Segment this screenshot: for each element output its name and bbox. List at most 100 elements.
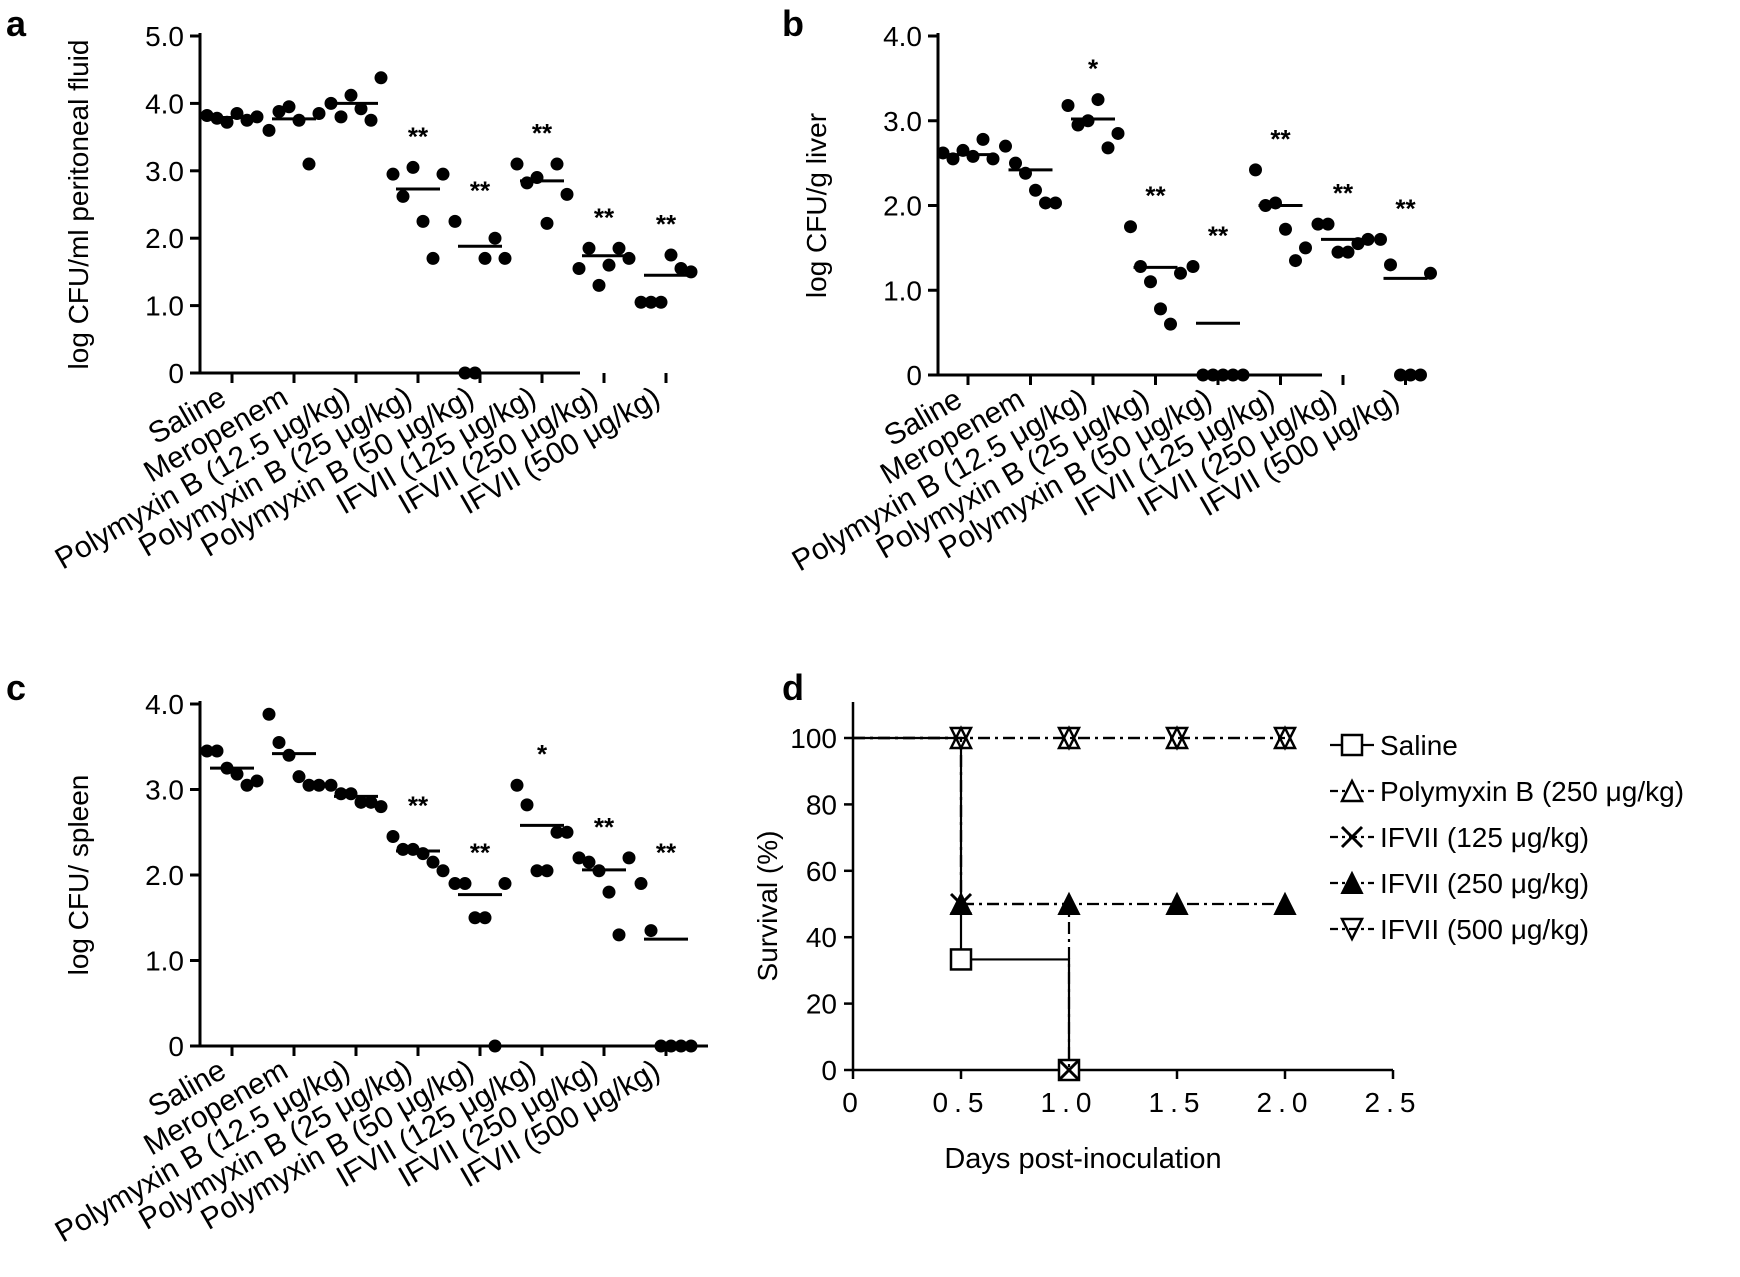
data-point — [498, 251, 512, 265]
data-point — [1404, 368, 1417, 382]
marker-triangle-down — [1056, 726, 1082, 751]
data-point — [1101, 141, 1115, 155]
data-point — [1394, 368, 1407, 382]
data-point — [396, 842, 410, 856]
y-tick-label: 3.0 — [145, 775, 184, 806]
data-point — [560, 825, 574, 839]
data-point — [1206, 368, 1220, 382]
data-point — [520, 798, 534, 812]
data-point — [572, 262, 586, 276]
data-point — [936, 146, 950, 160]
data-point — [354, 102, 368, 116]
data-point — [1269, 196, 1282, 210]
significance-mark: ** — [1208, 221, 1229, 251]
legend-entry: IFVII (125 μg/kg) — [1380, 822, 1589, 853]
significance-mark: ** — [1145, 181, 1166, 211]
data-point — [1154, 302, 1167, 316]
panel-a: a 0 1.0 2.0 3.0 4.0 5.0 log CFU/ml peritoneal f… — [6, 3, 698, 576]
data-point — [644, 295, 658, 309]
marker-square — [1340, 733, 1364, 757]
data-point — [684, 1039, 698, 1053]
data-point — [1029, 183, 1042, 197]
data-point — [312, 107, 326, 121]
data-point — [664, 1039, 678, 1053]
data-point — [966, 149, 980, 163]
data-point — [602, 258, 616, 272]
data-point — [374, 800, 388, 814]
data-point — [1216, 368, 1230, 382]
data-point — [426, 855, 440, 869]
data-point — [550, 157, 564, 171]
data-point — [200, 744, 214, 758]
data-point — [468, 911, 482, 925]
data-point — [240, 778, 254, 792]
data-point — [386, 830, 400, 844]
data-point — [416, 847, 430, 861]
y-axis-label: log CFU/ spleen — [63, 775, 94, 976]
significance-mark: ** — [656, 838, 677, 868]
data-point — [282, 100, 296, 114]
y-axis-label: log CFU/g liver — [801, 113, 832, 298]
y-tick-label: 1.0 — [883, 275, 922, 306]
y-axis-label: log CFU/ml peritoneal fluid — [63, 40, 94, 370]
data-point — [334, 110, 348, 124]
y-tick-label: 80 — [806, 789, 837, 820]
data-point — [302, 157, 316, 171]
data-point — [1236, 368, 1250, 382]
data-point — [324, 778, 338, 792]
y-tick-label: 2.0 — [145, 223, 184, 254]
data-point — [1081, 114, 1095, 128]
data-point — [1196, 368, 1210, 382]
y-tick-label: 4.0 — [145, 88, 184, 119]
data-point — [602, 885, 616, 899]
data-point — [572, 851, 586, 865]
data-point — [634, 295, 648, 309]
data-point — [1311, 217, 1325, 231]
data-point — [406, 160, 420, 174]
y-tick-label: 5.0 — [145, 21, 184, 52]
legend-entry: Saline — [1380, 730, 1458, 761]
data-point — [282, 748, 296, 762]
data-point — [1186, 260, 1200, 274]
y-tick-label: 3.0 — [883, 106, 922, 137]
data-point — [210, 744, 224, 758]
x-tick-label: 1.0 — [1041, 1087, 1098, 1118]
data-point — [488, 1039, 502, 1053]
data-point — [448, 877, 462, 891]
significance-mark: ** — [408, 121, 429, 151]
significance-mark: ** — [1270, 124, 1291, 154]
y-tick-label: 0 — [821, 1055, 837, 1086]
legend-entry: Polymyxin B (250 μg/kg) — [1380, 776, 1684, 807]
y-tick-label: 1.0 — [145, 946, 184, 977]
data-point — [550, 825, 564, 839]
panel-label: b — [782, 3, 804, 44]
data-point — [976, 132, 990, 146]
data-point — [999, 139, 1012, 153]
x-tick-label: 1.5 — [1149, 1087, 1206, 1118]
data-point — [1111, 126, 1125, 140]
data-point — [674, 262, 688, 276]
data-point — [1091, 93, 1105, 107]
panel-label: d — [782, 667, 804, 708]
data-point — [354, 795, 368, 809]
panel-label: a — [6, 3, 27, 44]
data-point — [1374, 232, 1387, 246]
panel-d: d 0 20 40 60 80 100 0 0.5 1.0 1.5 2.0 2.5 Days post-i… — [752, 667, 1684, 1175]
data-point — [1061, 98, 1075, 112]
y-tick-label: 40 — [806, 922, 837, 953]
significance-mark: ** — [594, 202, 615, 232]
data-point — [644, 924, 658, 938]
data-point — [292, 770, 306, 784]
y-tick-label: 20 — [806, 989, 837, 1020]
data-point — [1226, 368, 1240, 382]
data-point — [262, 123, 276, 137]
data-point — [488, 231, 502, 245]
data-point — [386, 167, 400, 181]
marker-triangle-up-filled — [1057, 891, 1081, 915]
data-point — [622, 251, 636, 265]
data-point — [1289, 254, 1302, 268]
panel-label: c — [6, 667, 26, 708]
marker-triangle-up-filled — [1273, 891, 1297, 915]
y-tick-label: 2.0 — [145, 860, 184, 891]
